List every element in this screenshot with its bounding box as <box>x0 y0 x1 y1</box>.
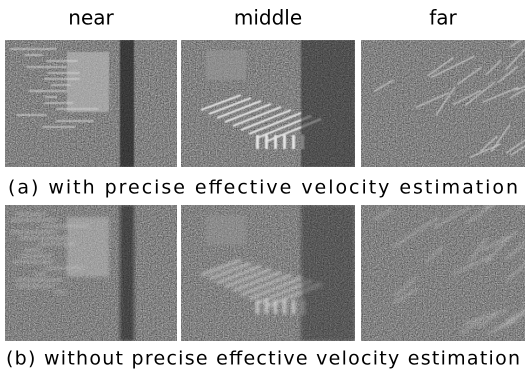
caption: (b) without precise effective velocity e… <box>6 348 520 370</box>
streak <box>10 219 57 221</box>
streak <box>274 135 277 149</box>
shadow <box>301 40 355 167</box>
sar-image <box>5 40 177 167</box>
column-label: far <box>429 6 457 30</box>
streak <box>17 285 55 287</box>
speckle <box>361 40 525 167</box>
streak <box>46 60 77 62</box>
road <box>120 205 134 341</box>
streak <box>23 249 42 251</box>
sar-image <box>361 26 527 167</box>
sar-image <box>361 186 527 341</box>
streak <box>29 90 67 92</box>
streak <box>19 237 68 239</box>
streak <box>24 54 42 56</box>
streak <box>256 135 259 149</box>
streak <box>13 261 54 263</box>
streak <box>292 300 295 314</box>
streak <box>26 66 66 68</box>
streak <box>44 102 73 104</box>
building <box>206 215 246 245</box>
streak <box>51 84 71 86</box>
caption: (a) with precise effective velocity esti… <box>8 177 518 199</box>
streak <box>38 243 75 245</box>
streak <box>56 120 94 122</box>
sar-image <box>5 205 177 341</box>
streak <box>256 300 259 314</box>
streak <box>283 135 286 149</box>
streak <box>35 273 46 275</box>
figure: near middle far (a) with precise effecti… <box>0 0 527 374</box>
streak <box>11 231 57 233</box>
column-label: near <box>68 6 114 30</box>
streak <box>48 72 80 74</box>
streak <box>44 78 79 80</box>
streak <box>292 135 295 149</box>
streak <box>274 300 277 314</box>
column-label: middle <box>234 6 302 30</box>
road <box>120 40 134 167</box>
streak <box>16 279 63 281</box>
sar-image <box>181 205 355 341</box>
streak <box>10 48 57 50</box>
sar-image <box>181 40 355 167</box>
streak <box>265 300 268 314</box>
streak <box>45 96 57 98</box>
streak <box>283 300 286 314</box>
streak <box>265 135 268 149</box>
streak <box>20 255 53 257</box>
streak <box>45 267 84 269</box>
streak <box>16 213 46 215</box>
streak <box>373 26 407 41</box>
speckle <box>361 205 525 341</box>
streak <box>42 126 75 128</box>
streak <box>16 114 47 116</box>
building <box>206 50 246 80</box>
streak <box>42 225 89 227</box>
streak <box>56 108 98 110</box>
shadow <box>301 205 355 341</box>
streak <box>55 291 66 293</box>
